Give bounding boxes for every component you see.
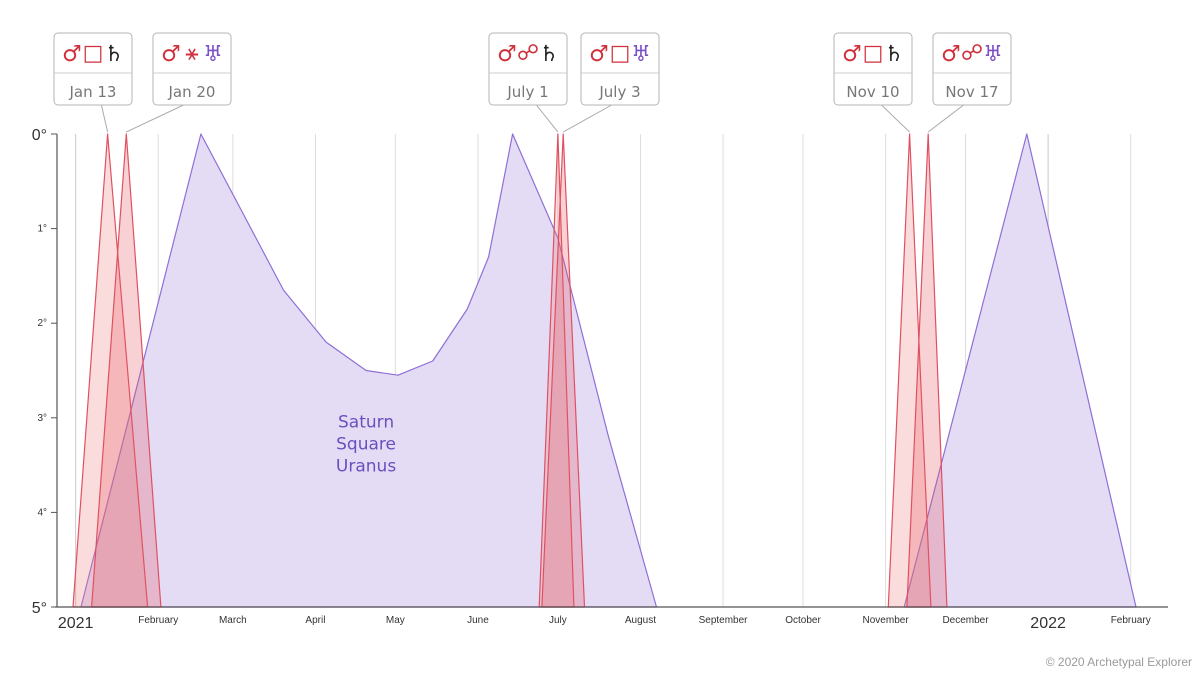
mars-glyph: ♂	[62, 42, 82, 67]
series-annotation-label: Square	[336, 435, 396, 455]
callout-leader	[536, 104, 559, 133]
series-annotation-label: Saturn	[338, 413, 394, 433]
mars-glyph: ♂	[842, 42, 862, 67]
x-tick-label: June	[467, 615, 489, 626]
x-tick-label: November	[863, 615, 910, 626]
callout-date: July 1	[506, 83, 548, 101]
callout-frame	[152, 32, 232, 106]
callout-leader	[100, 104, 109, 133]
callout-box: ♂ □ ♄ Nov 10	[833, 32, 913, 133]
aspect-glyph: ☍	[517, 41, 539, 66]
planet-glyph: ♄	[104, 42, 124, 67]
series-annotation-label: Uranus	[336, 457, 396, 477]
aspect-glyph: ☍	[961, 41, 983, 66]
aspect-glyph: ⚹	[185, 41, 198, 66]
planet-glyph: ♄	[539, 42, 559, 67]
callout-box: ♂ □ ♄ Jan 13	[53, 32, 133, 133]
x-tick-label: February	[1111, 615, 1151, 626]
callout-box: ♂ ☍ ♄ July 1	[488, 32, 568, 133]
x-tick-label: April	[305, 615, 325, 626]
x-tick-label: May	[386, 615, 405, 626]
planet-glyph: ♄	[884, 42, 904, 67]
aspect-glyph: □	[863, 41, 884, 66]
x-tick-label: September	[699, 615, 749, 626]
planet-glyph: ♅	[631, 42, 651, 67]
y-tick-label: 0°	[32, 127, 47, 144]
callout-leader	[927, 104, 964, 133]
mars-glyph: ♂	[497, 42, 517, 67]
mars-glyph: ♂	[941, 42, 961, 67]
callout-frame	[833, 32, 913, 106]
callout-date: Nov 10	[846, 83, 899, 101]
copyright-text: © 2020 Archetypal Explorer	[1045, 655, 1192, 669]
callout-leader	[126, 104, 184, 133]
mars-glyph: ♂	[161, 42, 181, 67]
y-tick-label: 5°	[32, 600, 47, 617]
callout-leader	[881, 104, 910, 133]
callout-box: ♂ ⚹ ♅ Jan 20	[126, 32, 232, 133]
callout-frame	[53, 32, 133, 106]
x-tick-label: December	[942, 615, 989, 626]
callout-frame	[932, 32, 1012, 106]
callout-date: Nov 17	[945, 83, 998, 101]
callout-frame	[580, 32, 660, 106]
aspect-glyph: □	[610, 41, 631, 66]
y-tick-label: 1°	[37, 224, 47, 235]
x-tick-label: July	[549, 615, 567, 626]
x-tick-label: October	[785, 615, 821, 626]
planet-glyph: ♅	[203, 42, 223, 67]
y-tick-label: 4°	[37, 507, 47, 518]
series-area-0	[80, 133, 658, 608]
planet-glyph: ♅	[983, 42, 1003, 67]
x-tick-label: March	[219, 615, 247, 626]
callout-date: Jan 13	[69, 83, 117, 101]
y-tick-label: 3°	[37, 413, 47, 424]
callout-box: ♂ ☍ ♅ Nov 17	[927, 32, 1012, 133]
callout-box: ♂ □ ♅ July 3	[562, 32, 660, 133]
x-tick-label: February	[138, 615, 178, 626]
y-tick-label: 2°	[37, 318, 47, 329]
x-tick-label: August	[625, 615, 656, 626]
aspect-glyph: □	[83, 41, 104, 66]
callout-date: July 3	[598, 83, 640, 101]
x-tick-label: 2021	[58, 615, 94, 632]
callout-date: Jan 20	[168, 83, 216, 101]
callout-leader	[562, 104, 612, 133]
mars-glyph: ♂	[589, 42, 609, 67]
callout-frame	[488, 32, 568, 106]
x-tick-label: 2022	[1030, 615, 1066, 632]
